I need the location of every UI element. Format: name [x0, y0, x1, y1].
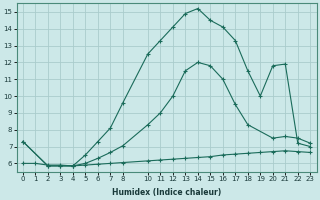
- X-axis label: Humidex (Indice chaleur): Humidex (Indice chaleur): [112, 188, 221, 197]
